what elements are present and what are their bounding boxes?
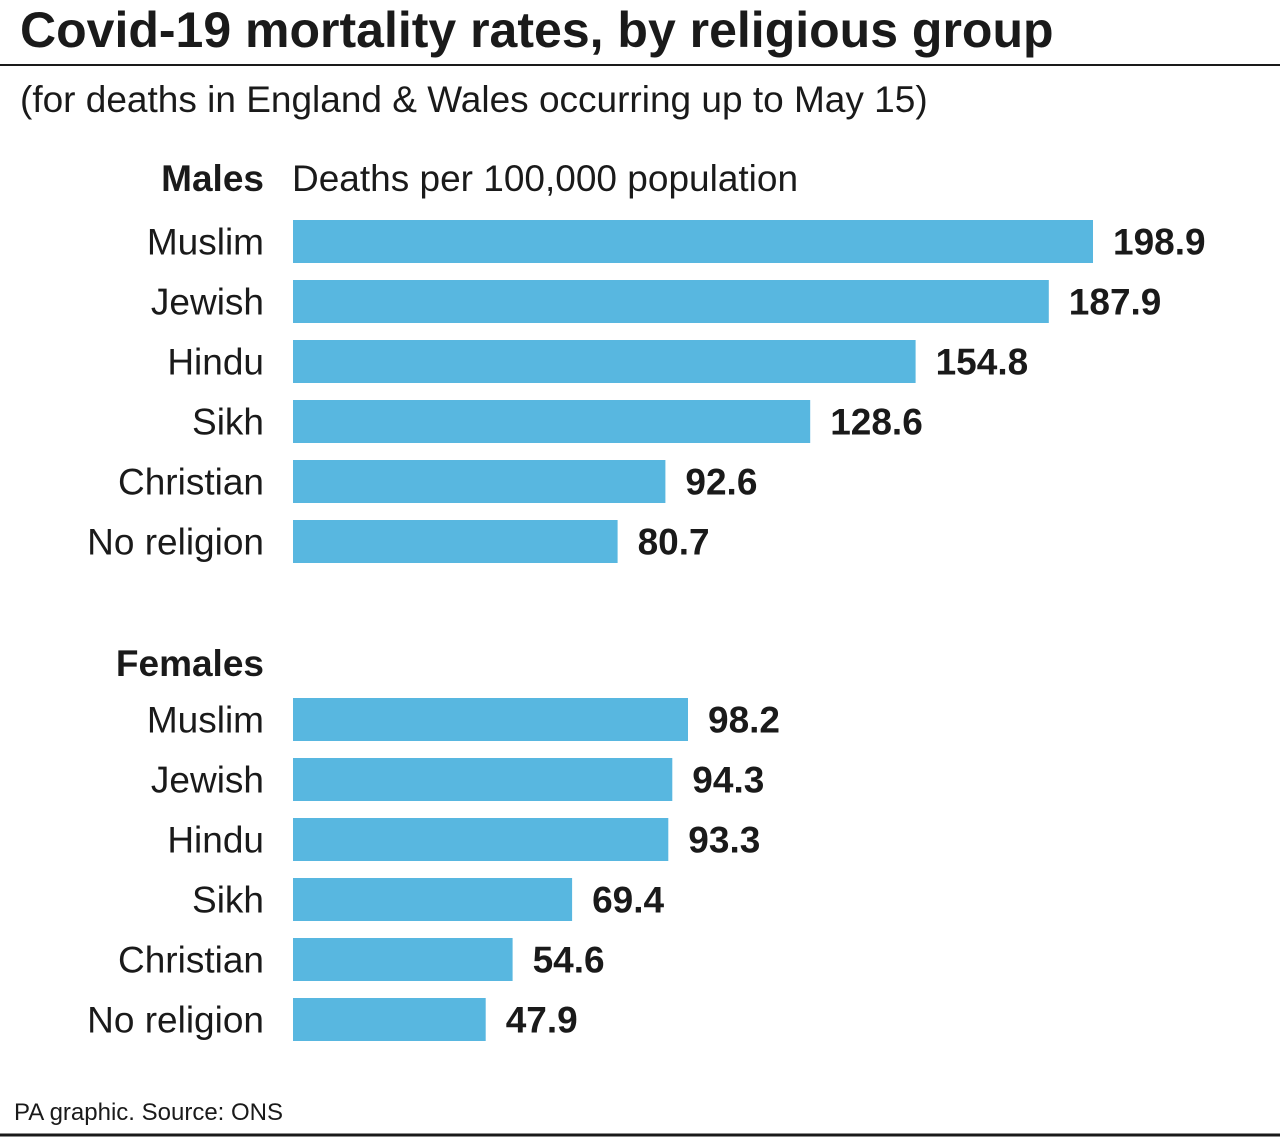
- chart-subtitle: (for deaths in England & Wales occurring…: [20, 79, 928, 120]
- group-females-category-label-jewish: Jewish: [151, 760, 264, 801]
- group-females-category-label-hindu: Hindu: [167, 820, 264, 861]
- group-females-bar-muslim: [293, 698, 688, 741]
- group-males-category-label-muslim: Muslim: [147, 222, 264, 263]
- group-males-bar-no-religion: [293, 520, 618, 563]
- group-females-bar-sikh: [293, 878, 573, 921]
- group-females-value-label-muslim: 98.2: [708, 700, 780, 741]
- group-females-bar-jewish: [293, 758, 673, 801]
- group-females-category-label-sikh: Sikh: [192, 880, 264, 921]
- group-males-bar-christian: [293, 460, 666, 503]
- group-females-category-label-no-religion: No religion: [87, 1000, 264, 1041]
- group-males-bar-sikh: [293, 400, 811, 443]
- group-males-category-label-christian: Christian: [118, 462, 264, 503]
- group-females-category-label-christian: Christian: [118, 940, 264, 981]
- group-females-value-label-jewish: 94.3: [692, 760, 764, 801]
- x-axis-label: Deaths per 100,000 population: [292, 158, 798, 199]
- group-males-bar-jewish: [293, 280, 1049, 323]
- group-females-bar-no-religion: [293, 998, 486, 1041]
- group-males-bar-hindu: [293, 340, 916, 383]
- group-females-value-label-hindu: 93.3: [688, 820, 760, 861]
- source-note: PA graphic. Source: ONS: [14, 1099, 283, 1126]
- group-females-category-label-muslim: Muslim: [147, 700, 264, 741]
- group-females-label: Females: [116, 643, 264, 684]
- group-males-value-label-jewish: 187.9: [1069, 282, 1162, 323]
- group-males-value-label-no-religion: 80.7: [638, 522, 710, 563]
- group-females-bar-christian: [293, 938, 513, 981]
- group-males-value-label-hindu: 154.8: [936, 342, 1029, 383]
- group-females-value-label-no-religion: 47.9: [506, 1000, 578, 1041]
- bars-layer: Males Muslim 198.9 Jewish 187.9 Hindu 154.8 Sik…: [87, 158, 1206, 1041]
- group-males-category-label-jewish: Jewish: [151, 282, 264, 323]
- group-females-value-label-christian: 54.6: [533, 940, 605, 981]
- group-males-label: Males: [161, 158, 264, 199]
- group-males-value-label-christian: 92.6: [685, 462, 757, 503]
- group-males-bar-muslim: [293, 220, 1093, 263]
- group-females-bar-hindu: [293, 818, 669, 861]
- group-males-value-label-sikh: 128.6: [830, 402, 923, 443]
- group-males-category-label-no-religion: No religion: [87, 522, 264, 563]
- chart-title: Covid-19 mortality rates, by religious g…: [20, 2, 1054, 58]
- group-males-value-label-muslim: 198.9: [1113, 222, 1206, 263]
- group-males-category-label-sikh: Sikh: [192, 402, 264, 443]
- group-females-value-label-sikh: 69.4: [592, 880, 664, 921]
- group-males-category-label-hindu: Hindu: [167, 342, 264, 383]
